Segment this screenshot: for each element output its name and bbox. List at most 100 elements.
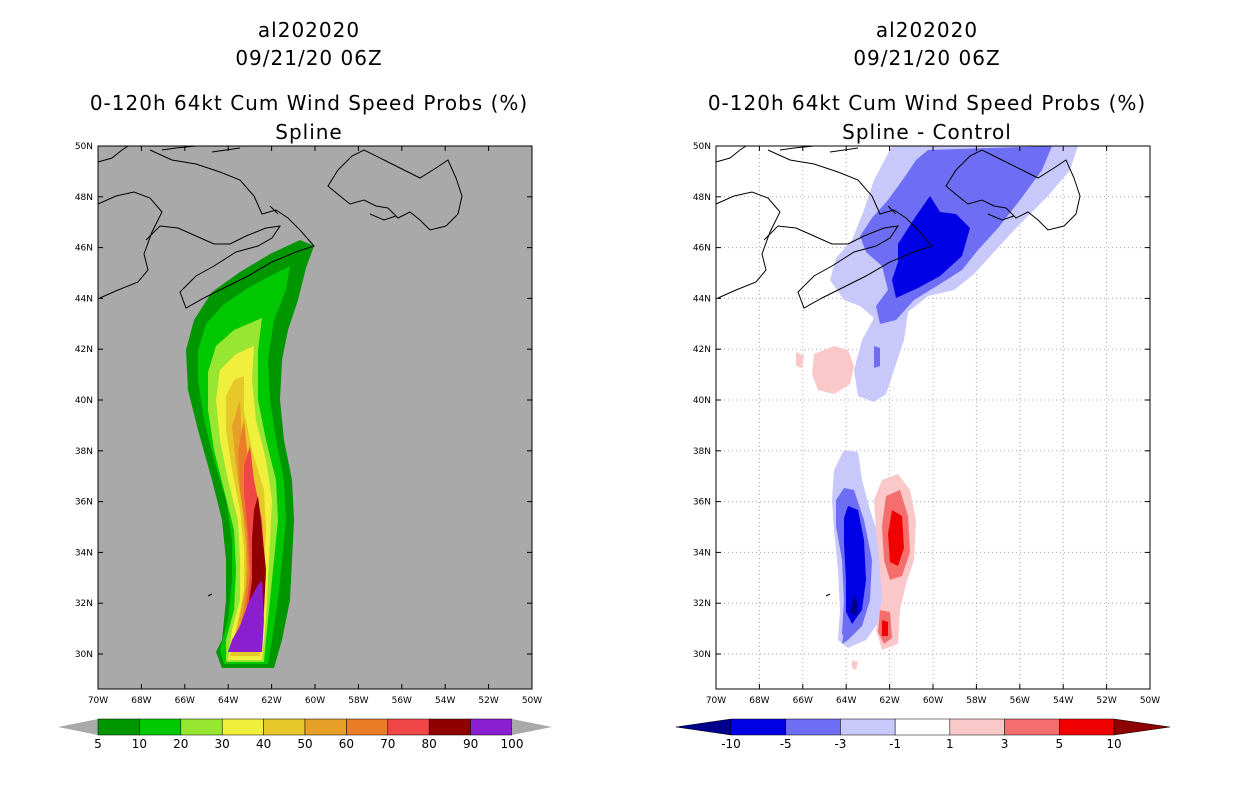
lat-label: 42N xyxy=(693,345,711,355)
lon-label: 64W xyxy=(218,696,238,706)
product-title: 0-120h 64kt Cum Wind Speed Probs (%) xyxy=(89,91,529,115)
colorbar-label: 5 xyxy=(94,737,102,751)
colorbar-label: 50 xyxy=(297,737,312,751)
colorbar-label: 3 xyxy=(1001,737,1009,751)
left-map: 70W 68W 66W 64W 62W 60W 58W 56W 54W 52W 50W 30N 32N 3… xyxy=(58,142,552,751)
lon-label: 66W xyxy=(793,696,813,706)
colorbar-swatch xyxy=(180,718,223,736)
storm-id-title: al202020 xyxy=(257,18,361,42)
colorbar-label: 40 xyxy=(256,737,271,751)
lon-label: 60W xyxy=(923,696,943,706)
lat-label: 30N xyxy=(693,650,711,660)
datetime-title: 09/21/20 06Z xyxy=(853,46,1001,70)
colorbar-swatch xyxy=(1004,718,1060,736)
coastlines xyxy=(97,145,463,597)
colorbar-swatch xyxy=(949,718,1005,736)
right-colorbar: -10 -5 -3 -1 1 3 5 10 xyxy=(675,718,1171,751)
product-title: 0-120h 64kt Cum Wind Speed Probs (%) xyxy=(707,91,1147,115)
colorbar-label: 5 xyxy=(1055,737,1063,751)
lat-label: 34N xyxy=(693,548,711,558)
lat-label: 30N xyxy=(75,650,93,660)
colorbar-low-extend xyxy=(58,719,98,735)
left-axes: 70W 68W 66W 64W 62W 60W 58W 56W 54W 52W 50W 30N 32N 3… xyxy=(75,142,542,706)
left-panel: al202020 09/21/20 06Z 0-120h 64kt Cum Wi… xyxy=(58,18,552,751)
coastlines xyxy=(715,145,1081,597)
probability-field xyxy=(186,240,314,668)
pos-north-1 xyxy=(812,346,854,394)
right-map: 70W 68W 66W 64W 62W 60W 58W 56W 54W 52W 50W 30N 32N 3… xyxy=(675,142,1171,751)
lat-label: 50N xyxy=(75,142,93,152)
storm-id-title: al202020 xyxy=(875,18,979,42)
colorbar-high-extend xyxy=(1113,718,1171,736)
lon-label: 50W xyxy=(522,696,542,706)
colorbar-label: 20 xyxy=(173,737,188,751)
colorbar-label: 90 xyxy=(463,737,478,751)
colorbar-swatch xyxy=(346,718,389,736)
pos-south-small-5 xyxy=(882,620,888,636)
datetime-title: 09/21/20 06Z xyxy=(235,46,383,70)
colorbar-high-extend xyxy=(512,719,552,735)
lon-label: 64W xyxy=(836,696,856,706)
lat-label: 44N xyxy=(693,294,711,304)
lat-label: 50N xyxy=(693,142,711,152)
neg-tiny xyxy=(842,632,848,644)
colorbar-label: 60 xyxy=(339,737,354,751)
pos-dot xyxy=(852,660,858,670)
lon-label: 68W xyxy=(131,696,151,706)
lon-label: 52W xyxy=(1096,696,1116,706)
pos-north-dot xyxy=(796,352,804,368)
lat-label: 38N xyxy=(693,447,711,457)
right-axes: 70W 68W 66W 64W 62W 60W 58W 56W 54W 52W 50W 30N 32N 3… xyxy=(693,142,1160,706)
colorbar-label: 70 xyxy=(380,737,395,751)
neg-south-5 xyxy=(844,506,866,624)
colorbar-label: 10 xyxy=(132,737,147,751)
lat-label: 46N xyxy=(75,244,93,254)
contour-90-100 xyxy=(228,580,264,652)
neg-3b xyxy=(874,346,880,368)
lat-label: 38N xyxy=(75,447,93,457)
lon-label: 68W xyxy=(749,696,769,706)
colorbar-swatch xyxy=(840,718,896,736)
lat-label: 48N xyxy=(75,193,93,203)
colorbar-label: 80 xyxy=(422,737,437,751)
subtitle: Spline xyxy=(275,120,343,144)
colorbar-label: 100 xyxy=(501,737,524,751)
colorbar-swatch xyxy=(730,718,786,736)
lat-label: 34N xyxy=(75,548,93,558)
right-panel: al202020 09/21/20 06Z 0-120h 64kt Cum Wi… xyxy=(618,0,1236,800)
lon-label: 60W xyxy=(305,696,325,706)
colorbar-low-extend xyxy=(675,718,732,736)
lat-label: 32N xyxy=(75,599,93,609)
lat-label: 36N xyxy=(693,498,711,508)
colorbar-swatch xyxy=(894,718,951,736)
lat-label: 36N xyxy=(75,498,93,508)
lon-label: 50W xyxy=(1140,696,1160,706)
lon-label: 70W xyxy=(88,696,108,706)
lon-label: 62W xyxy=(879,696,899,706)
colorbar-swatch xyxy=(1059,718,1115,736)
lat-label: 48N xyxy=(693,193,711,203)
pos-south-5 xyxy=(888,510,904,566)
colorbar-swatch xyxy=(387,718,430,736)
colorbar-label: -1 xyxy=(889,737,901,751)
colorbar-swatch xyxy=(97,718,140,736)
colorbar-swatch xyxy=(221,718,264,736)
lon-label: 70W xyxy=(706,696,726,706)
neg-south-10 xyxy=(850,594,858,616)
map-background xyxy=(97,145,533,690)
neg-5 xyxy=(892,196,970,298)
left-colorbar: 5 10 20 30 40 50 60 70 80 90 100 xyxy=(58,718,552,751)
lon-label: 62W xyxy=(261,696,281,706)
lon-label: 56W xyxy=(392,696,412,706)
lat-label: 44N xyxy=(75,294,93,304)
lon-label: 54W xyxy=(1053,696,1073,706)
lon-label: 66W xyxy=(175,696,195,706)
colorbar-swatch xyxy=(428,718,471,736)
colorbar-swatch xyxy=(304,718,347,736)
lon-label: 58W xyxy=(348,696,368,706)
colorbar-label: 30 xyxy=(215,737,230,751)
colorbar-swatch xyxy=(470,718,513,736)
lon-label: 58W xyxy=(966,696,986,706)
colorbar-label: -3 xyxy=(834,737,846,751)
lat-label: 46N xyxy=(693,244,711,254)
